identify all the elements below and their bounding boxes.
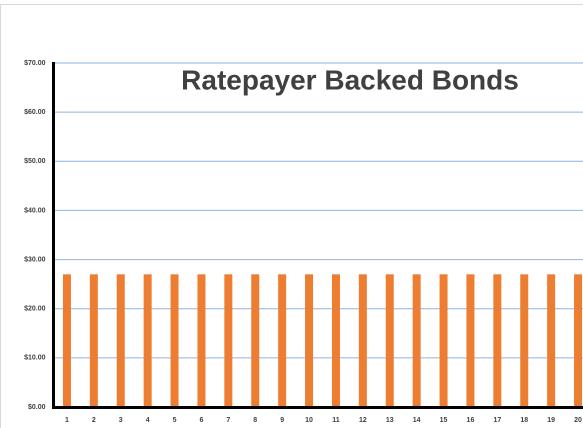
bar <box>520 274 529 407</box>
x-tick-label: 15 <box>440 417 448 424</box>
bar <box>358 274 367 407</box>
x-tick-label: 3 <box>119 417 123 424</box>
grid <box>53 62 583 408</box>
bar <box>251 274 260 407</box>
x-tick-label: 7 <box>226 417 230 424</box>
bar <box>224 274 233 407</box>
x-tick-label: 2 <box>92 417 96 424</box>
y-tick-label: $0.00 <box>28 404 46 411</box>
x-tick-label: 6 <box>199 417 203 424</box>
x-tick-label: 8 <box>253 417 257 424</box>
y-tick-label: $30.00 <box>24 256 46 263</box>
bar <box>331 274 340 407</box>
bar <box>143 274 152 407</box>
bar <box>197 274 206 407</box>
y-tick-label: $50.00 <box>24 158 46 165</box>
bar <box>89 274 98 407</box>
chart-title: Ratepayer Backed Bonds <box>181 64 519 95</box>
bar <box>466 274 475 407</box>
bar <box>547 274 556 407</box>
x-tick-label: 16 <box>467 417 475 424</box>
bar <box>305 274 314 407</box>
x-tick-label: 19 <box>547 417 555 424</box>
y-tick-label: $60.00 <box>24 109 46 116</box>
x-tick-label: 10 <box>305 417 313 424</box>
bars <box>62 274 583 407</box>
bar <box>574 274 583 407</box>
x-tick-label: 17 <box>493 417 501 424</box>
bar <box>493 274 502 407</box>
bar <box>385 274 394 407</box>
bar <box>116 274 125 407</box>
y-tick-label: $20.00 <box>24 306 46 313</box>
x-tick-label: 1 <box>65 417 69 424</box>
bar <box>439 274 448 407</box>
bar <box>170 274 179 407</box>
x-tick-label: 4 <box>146 417 150 424</box>
bar <box>412 274 421 407</box>
x-tick-label: 20 <box>574 417 582 424</box>
bar <box>278 274 287 407</box>
x-tick-label: 12 <box>359 417 367 424</box>
bar <box>62 274 71 407</box>
x-tick-label: 14 <box>413 417 421 424</box>
chart-frame <box>0 4 583 428</box>
y-tick-label: $70.00 <box>24 60 46 67</box>
x-tick-label: 18 <box>520 417 528 424</box>
y-tick-label: $10.00 <box>24 355 46 362</box>
x-tick-label: 9 <box>280 417 284 424</box>
x-tick-label: 13 <box>386 417 394 424</box>
x-tick-label: 11 <box>332 417 340 424</box>
x-tick-label: 5 <box>173 417 177 424</box>
y-tick-label: $40.00 <box>24 207 46 214</box>
